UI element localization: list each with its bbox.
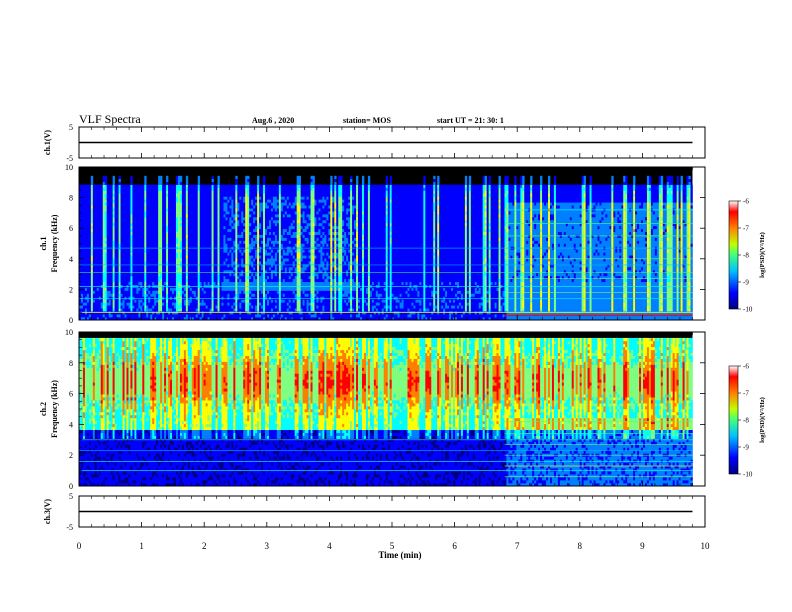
ch1-spectrogram-panel-ytick-label: 0 (69, 316, 73, 325)
x-tick-label: 6 (452, 541, 457, 551)
start-time-label: start UT = 21: 30: 1 (437, 116, 504, 125)
x-tick-label: 8 (578, 541, 583, 551)
ch2-spectrogram-panel-colorbar-tick-label: -8 (743, 417, 749, 425)
ch2-spectrogram-panel-ylabel-line1: ch.2 (39, 402, 48, 416)
x-axis-label: Time (min) (378, 550, 421, 560)
x-tick-label: 3 (265, 541, 270, 551)
ch1-timeseries-panel-ytick-label: 5 (69, 123, 73, 132)
x-tick-label: 1 (139, 541, 144, 551)
ch2-spectrogram-panel-colorbar-tick-label: -10 (743, 471, 753, 479)
ch3-timeseries-panel-ytick-label: -5 (66, 523, 73, 532)
date-label: Aug.6 , 2020 (252, 116, 294, 125)
ch2-spectrogram-panel: 0 2 4 6 8 10 ch.2 Frequency (kHz) -10 -9 -8 -7 -6 log… (39, 328, 766, 491)
ch1-spectrogram-panel-colorbar-tick-label: -7 (743, 225, 749, 233)
ch3-timeseries-panel: 5 -5 ch.3(V) (43, 492, 705, 532)
ch1-spectrogram-panel-ytick-label: 4 (69, 255, 73, 264)
ch1-timeseries-panel: 5 -5 ch.1(V) (43, 123, 705, 163)
ch2-spectrogram-panel-ylabel-line2: Frequency (kHz) (50, 380, 59, 438)
station-label: station= MOS (343, 116, 391, 125)
ch1-spectrogram-panel-ytick-label: 2 (69, 285, 73, 294)
x-tick-label: 7 (515, 541, 520, 551)
ch1-spectrogram-panel: 0 2 4 6 8 10 ch.1 Frequency (kHz) -10 -9 -8 -7 -6 log… (39, 163, 766, 325)
ch1-spectrogram-panel-colorbar (729, 201, 738, 309)
x-tick-label: 4 (327, 541, 332, 551)
x-tick-label: 10 (701, 541, 711, 551)
ch2-spectrogram-panel-heatmap-cells (79, 338, 693, 486)
ch1-spectrogram-panel-colorbar-tick-label: -10 (743, 306, 753, 314)
ch1-spectrogram-panel-ytick-label: 10 (65, 163, 73, 172)
ch2-spectrogram-panel-colorbar (729, 366, 738, 474)
ch2-spectrogram-panel-ytick-label: 6 (69, 390, 73, 399)
ch2-spectrogram-panel-colorbar-label: log(PSD)(V²/Hz) (759, 397, 766, 443)
ch1-spectrogram-panel-ylabel-line1: ch.1 (39, 237, 48, 251)
x-tick-label: 9 (640, 541, 645, 551)
ch2-spectrogram-panel-colorbar-tick-label: -9 (743, 444, 749, 452)
ch1-spectrogram-panel-colorbar-tick-label: -9 (743, 279, 749, 287)
ch2-spectrogram-panel-ytick-label: 2 (69, 451, 73, 460)
ch1-spectrogram-panel-colorbar-label: log(PSD)(V²/Hz) (759, 232, 766, 278)
ch2-spectrogram-panel-ytick-label: 0 (69, 482, 73, 491)
ch3-timeseries-panel-ytick-label: 5 (69, 492, 73, 501)
ch1-spectrogram-panel-ytick-label: 8 (69, 194, 73, 203)
x-tick-label: 0 (77, 541, 82, 551)
ch2-spectrogram-panel-colorbar-tick-label: -6 (743, 363, 749, 371)
ch1-spectrogram-panel-ylabel-line2: Frequency (kHz) (50, 214, 59, 272)
ch1-spectrogram-panel-colorbar-tick-label: -8 (743, 252, 749, 260)
ch1-timeseries-panel-ytick-label: -5 (66, 154, 73, 163)
chart-title: VLF Spectra (79, 112, 141, 126)
ch1-spectrogram-panel-ytick-label: 6 (69, 224, 73, 233)
ch2-spectrogram-panel-ytick-label: 8 (69, 359, 73, 368)
ch2-spectrogram-panel-colorbar-tick-label: -7 (743, 390, 749, 398)
ch2-spectrogram-panel-ytick-label: 4 (69, 420, 73, 429)
ch2-spectrogram-panel-ytick-label: 10 (65, 328, 73, 337)
ch1-timeseries-panel-ylabel: ch.1(V) (43, 130, 52, 155)
x-tick-label: 2 (202, 541, 207, 551)
ch1-spectrogram-panel-colorbar-tick-label: -6 (743, 198, 749, 206)
ch3-timeseries-panel-ylabel: ch.3(V) (43, 499, 52, 524)
